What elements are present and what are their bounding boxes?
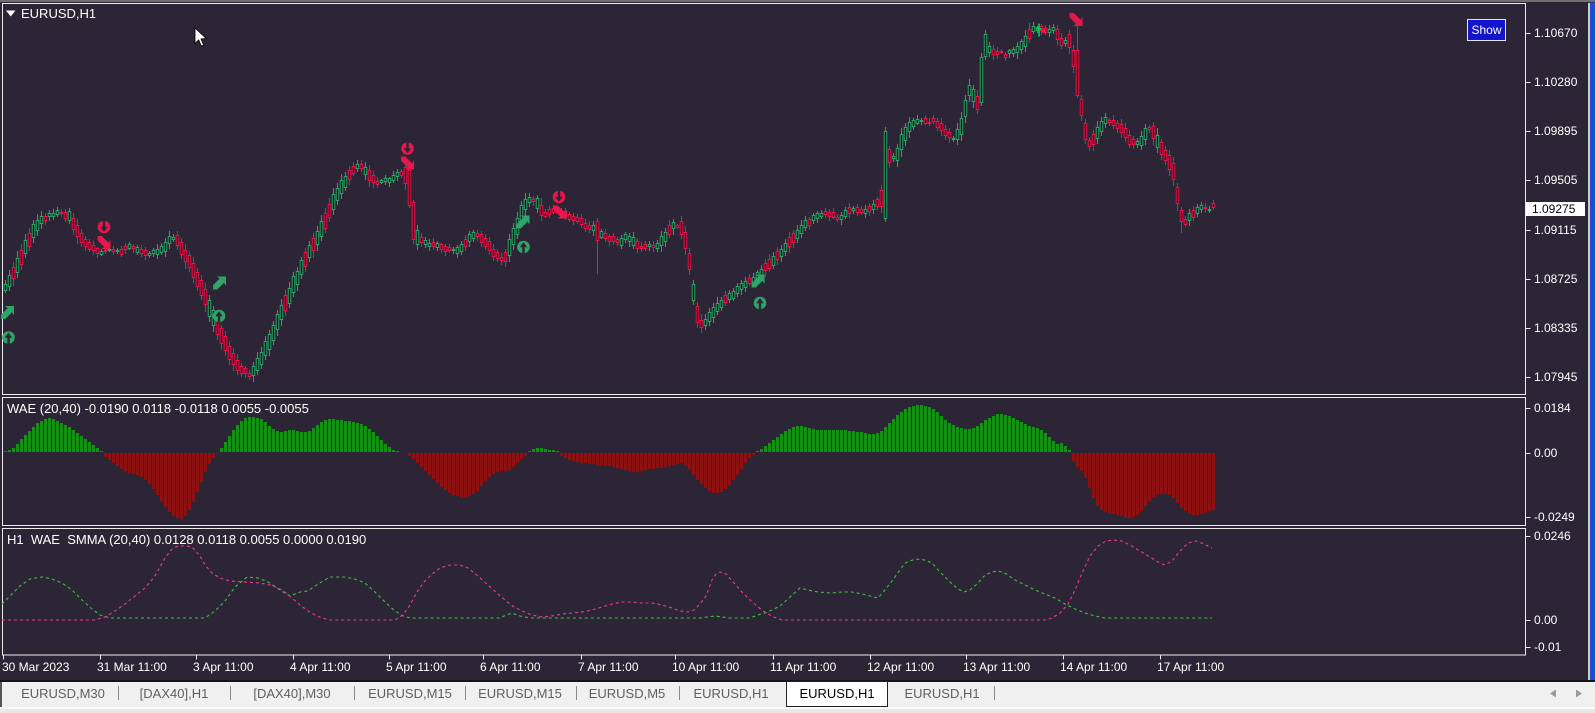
svg-text:1.10280: 1.10280 — [1534, 75, 1578, 89]
svg-text:0.00: 0.00 — [1534, 446, 1558, 460]
svg-text:H1 WAE SMMA (20,40) 0.0128 0: H1 WAE SMMA (20,40) 0.0128 0.0118 0.0055… — [7, 532, 366, 547]
svg-text:[DAX40],M30: [DAX40],M30 — [253, 686, 330, 701]
svg-text:17 Apr 11:00: 17 Apr 11:00 — [1157, 660, 1224, 674]
svg-text:14 Apr 11:00: 14 Apr 11:00 — [1060, 660, 1127, 674]
svg-text:EURUSD,M5: EURUSD,M5 — [589, 686, 666, 701]
svg-text:12 Apr 11:00: 12 Apr 11:00 — [867, 660, 934, 674]
svg-text:EURUSD,H1: EURUSD,H1 — [904, 686, 979, 701]
svg-text:1.08335: 1.08335 — [1534, 321, 1578, 335]
svg-text:31 Mar 11:00: 31 Mar 11:00 — [97, 660, 167, 674]
svg-text:3 Apr 11:00: 3 Apr 11:00 — [193, 660, 254, 674]
svg-text:0.0184: 0.0184 — [1534, 401, 1571, 415]
svg-text:EURUSD,H1: EURUSD,H1 — [693, 686, 768, 701]
svg-text:WAE (20,40) -0.0190 0.0118 -0.: WAE (20,40) -0.0190 0.0118 -0.0118 0.005… — [7, 401, 309, 416]
svg-text:11 Apr 11:00: 11 Apr 11:00 — [770, 660, 837, 674]
svg-text:1.09275: 1.09275 — [1532, 202, 1576, 216]
svg-text:10 Apr 11:00: 10 Apr 11:00 — [672, 660, 739, 674]
svg-text:EURUSD,M30: EURUSD,M30 — [21, 686, 105, 701]
svg-text:-0.0249: -0.0249 — [1534, 510, 1575, 524]
svg-text:5 Apr 11:00: 5 Apr 11:00 — [386, 660, 447, 674]
svg-text:EURUSD,M15: EURUSD,M15 — [368, 686, 452, 701]
svg-text:EURUSD,H1: EURUSD,H1 — [21, 6, 96, 21]
svg-text:4 Apr 11:00: 4 Apr 11:00 — [290, 660, 351, 674]
svg-text:1.09115: 1.09115 — [1534, 223, 1577, 237]
svg-text:1.09505: 1.09505 — [1534, 173, 1578, 187]
svg-text:0.0246: 0.0246 — [1534, 529, 1571, 543]
svg-text:[DAX40],H1: [DAX40],H1 — [140, 686, 209, 701]
svg-text:Show: Show — [1471, 23, 1501, 37]
svg-text:EURUSD,H1: EURUSD,H1 — [799, 686, 874, 701]
svg-text:1.07945: 1.07945 — [1534, 370, 1578, 384]
svg-text:13 Apr 11:00: 13 Apr 11:00 — [963, 660, 1030, 674]
svg-text:0.00: 0.00 — [1534, 613, 1558, 627]
svg-text:EURUSD,M15: EURUSD,M15 — [478, 686, 562, 701]
svg-text:30 Mar 2023: 30 Mar 2023 — [2, 660, 70, 674]
svg-text:7 Apr 11:00: 7 Apr 11:00 — [578, 660, 639, 674]
svg-text:1.08725: 1.08725 — [1534, 272, 1578, 286]
svg-text:-0.01: -0.01 — [1534, 640, 1562, 654]
svg-text:1.09895: 1.09895 — [1534, 124, 1578, 138]
svg-text:1.10670: 1.10670 — [1534, 26, 1578, 40]
svg-text:6 Apr 11:00: 6 Apr 11:00 — [480, 660, 541, 674]
